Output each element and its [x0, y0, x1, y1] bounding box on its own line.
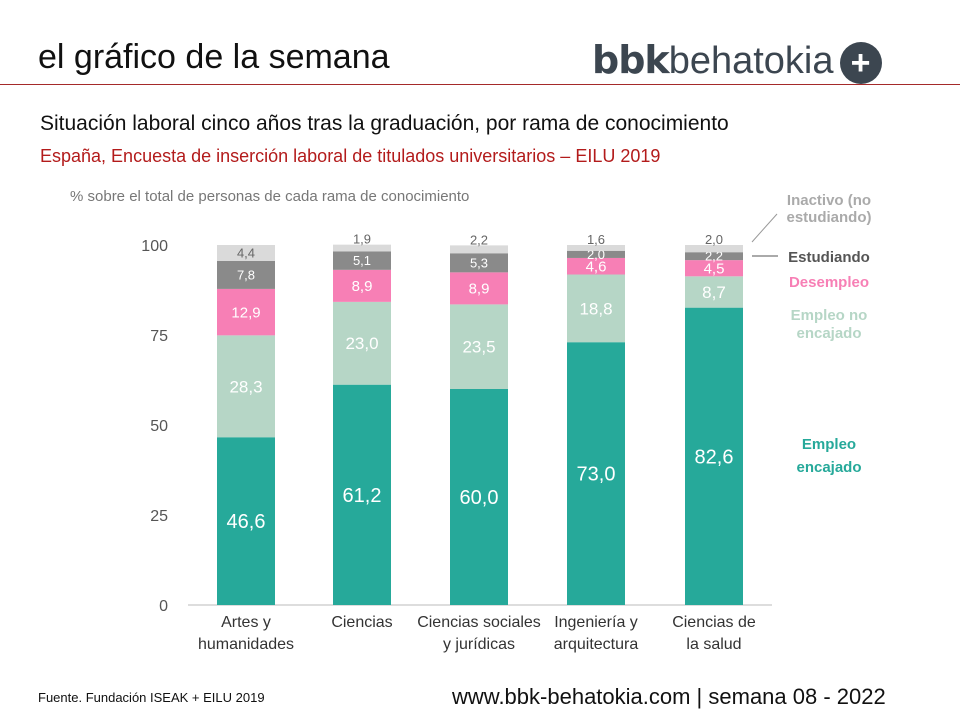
data-label: 1,9 — [353, 232, 371, 247]
data-label: 1,6 — [587, 232, 605, 247]
source-note: Fuente. Fundación ISEAK + EILU 2019 — [38, 690, 265, 705]
bar-segment — [333, 244, 391, 252]
x-tick-label: humanidades — [198, 636, 294, 653]
data-label: 23,5 — [462, 338, 495, 357]
bar-segment — [217, 245, 275, 261]
page-title: el gráfico de la semana — [38, 38, 390, 76]
logo-bold: bbk — [592, 38, 670, 82]
logo-light: behatokia — [668, 40, 834, 82]
x-tick-label: Ciencias sociales — [417, 614, 541, 631]
data-label: 23,0 — [345, 334, 378, 353]
legend-entry: Empleo — [802, 436, 856, 453]
bar-segment — [450, 272, 508, 305]
plus-circle-icon: + — [839, 41, 882, 84]
y-tick-label: 75 — [150, 328, 168, 345]
x-tick-label: la salud — [686, 636, 741, 653]
bar-segment — [567, 257, 625, 275]
data-label: 8,9 — [352, 278, 373, 295]
bar-segment — [217, 335, 275, 438]
bar-segment — [567, 274, 625, 343]
data-label: 73,0 — [577, 464, 616, 486]
x-tick-label: y jurídicas — [443, 636, 515, 653]
bar-segment — [333, 269, 391, 302]
bar-segment — [217, 437, 275, 605]
data-label: 2,2 — [470, 232, 488, 247]
bar-segment — [567, 250, 625, 258]
bar-segment — [217, 288, 275, 336]
bar-segment — [333, 251, 391, 270]
data-label: 5,1 — [353, 253, 371, 268]
data-label: 12,9 — [231, 304, 260, 321]
bar-segment — [685, 260, 743, 277]
legend-entry: Desempleo — [789, 274, 869, 291]
logo: bbkbehatokia + — [592, 38, 882, 84]
legend-arrow-inactivo — [751, 213, 778, 243]
bar-segment — [685, 276, 743, 308]
data-label: 4,5 — [704, 260, 725, 277]
y-axis-label: % sobre el total de personas de cada ram… — [70, 188, 469, 205]
bar-segment — [567, 245, 625, 251]
x-tick-label: arquitectura — [554, 636, 639, 653]
bar-segment — [567, 342, 625, 605]
x-tick-label: Ingeniería y — [554, 614, 638, 631]
data-label: 2,0 — [705, 232, 723, 247]
legend-entry: encajado — [796, 459, 861, 476]
data-label: 8,7 — [702, 283, 726, 302]
bar-segment — [450, 389, 508, 605]
bar-segment — [450, 245, 508, 254]
bar-segment — [685, 307, 743, 605]
data-label: 82,6 — [695, 446, 734, 468]
footer-site: www.bbk-behatokia.com | semana 08 - 2022 — [452, 684, 886, 709]
data-label: 7,8 — [237, 267, 255, 282]
bar-segment — [685, 252, 743, 261]
y-tick-label: 100 — [141, 238, 168, 255]
data-label: 4,4 — [237, 245, 255, 260]
x-tick-label: Ciencias — [331, 614, 392, 631]
data-label: 60,0 — [460, 487, 499, 509]
bar-segment — [333, 301, 391, 385]
bar-segment — [217, 260, 275, 289]
y-tick-label: 0 — [159, 598, 168, 615]
legend-entry: Estudiando — [788, 249, 870, 266]
data-label: 46,6 — [227, 511, 266, 533]
data-label: 2,2 — [705, 249, 723, 264]
bar-segment — [450, 304, 508, 389]
data-label: 8,9 — [469, 281, 490, 298]
chart-subtitle: España, Encuesta de inserción laboral de… — [40, 146, 661, 166]
y-tick-label: 25 — [150, 508, 168, 525]
bar-segment — [450, 253, 508, 273]
header-divider — [0, 84, 960, 85]
data-label: 18,8 — [579, 299, 612, 318]
x-tick-label: Ciencias de — [672, 614, 756, 631]
chart-title: Situación laboral cinco años tras la gra… — [40, 112, 729, 135]
y-tick-label: 50 — [150, 418, 168, 435]
legend-entry: estudiando) — [787, 209, 872, 226]
x-tick-label: Artes y — [221, 614, 271, 631]
data-label: 61,2 — [343, 485, 382, 507]
legend-entry: encajado — [796, 325, 861, 342]
bar-segment — [333, 384, 391, 605]
data-label: 5,3 — [470, 255, 488, 270]
legend-entry: Empleo no — [791, 307, 868, 324]
data-label: 4,6 — [586, 258, 607, 275]
bar-segment — [685, 245, 743, 253]
legend-entry: Inactivo (no — [787, 192, 871, 209]
data-label: 28,3 — [229, 377, 262, 396]
